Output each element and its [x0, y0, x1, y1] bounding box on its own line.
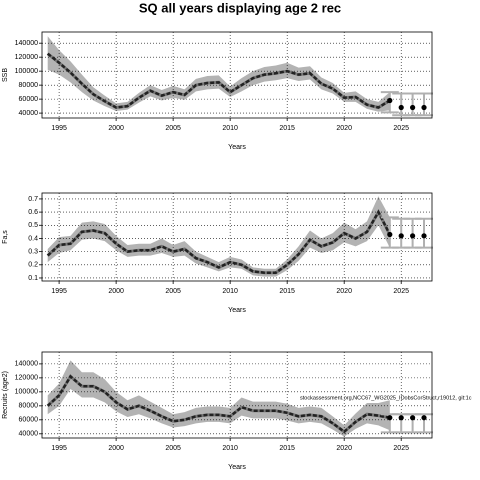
y-axis-label: Recruits (age2)	[2, 371, 9, 419]
projection-point	[387, 415, 393, 421]
y-tick-label: 0.1	[28, 275, 38, 282]
estimate-line	[46, 374, 391, 434]
x-tick-label: 2005	[165, 288, 181, 295]
projection-point	[421, 233, 427, 239]
x-tick-label: 2020	[336, 125, 352, 132]
projection-point	[387, 97, 393, 104]
projection-point	[398, 104, 404, 111]
x-tick-label: 2010	[222, 125, 238, 132]
x-tick-label: 2000	[108, 288, 124, 295]
x-tick-label: 2020	[336, 445, 352, 452]
x-tick-label: 2015	[279, 445, 295, 452]
x-axis-label: Years	[228, 464, 246, 471]
y-axis-label: SSB	[2, 68, 9, 82]
x-tick-label: 1995	[51, 445, 67, 452]
y-tick-label: 0.3	[28, 248, 38, 255]
y-tick-label: 80000	[19, 82, 39, 89]
y-tick-label: 120000	[15, 375, 38, 382]
y-tick-label: 120000	[15, 54, 38, 61]
plot-frame	[41, 351, 433, 439]
y-tick-label: 80000	[19, 403, 39, 410]
y-tick-label: 140000	[15, 40, 38, 47]
projection-point	[387, 231, 393, 238]
plot-frame	[41, 192, 433, 282]
projection-point	[421, 104, 427, 111]
y-tick-label: 0.6	[28, 209, 38, 216]
x-tick-label: 2025	[393, 445, 409, 452]
x-tick-label: 2015	[279, 288, 295, 295]
confidence-band	[47, 36, 390, 112]
y-tick-label: 100000	[15, 68, 38, 75]
y-tick-label: 60000	[19, 96, 39, 103]
confidence-band	[47, 360, 390, 437]
x-tick-label: 2025	[393, 288, 409, 295]
y-tick-label: 0.4	[28, 235, 38, 242]
y-tick-label: 0.5	[28, 222, 38, 229]
projection-point	[410, 415, 416, 421]
projection-point	[410, 104, 416, 111]
y-tick-label: 40000	[19, 431, 39, 438]
x-tick-label: 2025	[393, 125, 409, 132]
estimate-line	[46, 209, 391, 274]
projection-point	[398, 233, 404, 239]
projection-point	[421, 415, 427, 421]
x-axis-label: Years	[228, 144, 246, 151]
y-tick-label: 100000	[15, 389, 38, 396]
x-tick-label: 2000	[108, 445, 124, 452]
x-axis-label: Years	[228, 307, 246, 314]
projection-point	[410, 233, 416, 239]
projection-point	[398, 415, 404, 421]
y-axis-label: Fa,s	[2, 230, 9, 244]
x-tick-label: 2020	[336, 288, 352, 295]
x-tick-label: 2010	[222, 288, 238, 295]
y-tick-label: 0.7	[28, 196, 38, 203]
plot-frame	[41, 31, 433, 119]
x-tick-label: 1995	[51, 125, 67, 132]
confidence-band	[47, 196, 390, 277]
chart-title: SQ all years displaying age 2 rec	[139, 0, 341, 15]
x-tick-label: 2010	[222, 445, 238, 452]
y-tick-label: 40000	[19, 110, 39, 117]
y-tick-label: 140000	[15, 361, 38, 368]
x-tick-label: 1995	[51, 288, 67, 295]
annotation: stockassessment.org,NCC67_WG2025_IDobsCo…	[300, 395, 472, 401]
y-tick-label: 0.2	[28, 262, 38, 269]
x-tick-label: 2015	[279, 125, 295, 132]
x-tick-label: 2005	[165, 445, 181, 452]
y-tick-label: 60000	[19, 417, 39, 424]
x-tick-label: 2000	[108, 125, 124, 132]
x-tick-label: 2005	[165, 125, 181, 132]
estimate-line	[46, 52, 391, 109]
